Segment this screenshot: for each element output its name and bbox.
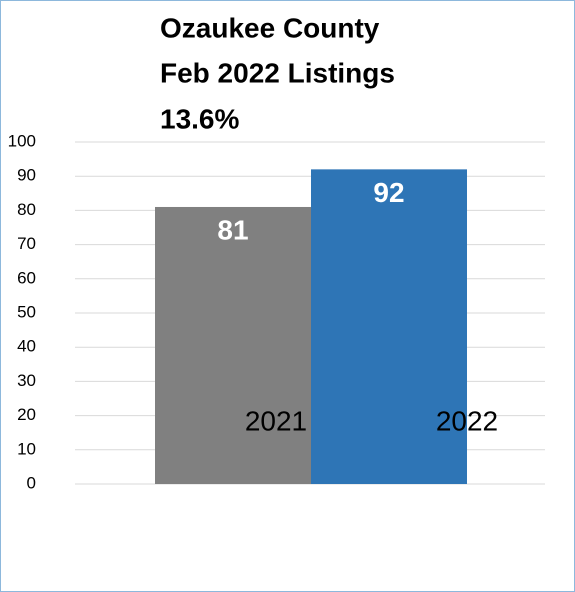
chart-title: Ozaukee County [160,12,380,43]
y-tick-label: 0 [27,473,36,492]
x-tick-label: 2021 [245,405,307,436]
y-tick-label: 70 [17,234,36,253]
y-tick-label: 30 [17,371,36,390]
chart-title: 13.6% [160,103,239,134]
y-tick-label: 40 [17,337,36,356]
data-label: 81 [217,214,248,245]
x-tick-label: 2022 [436,405,498,436]
chart-title: Feb 2022 Listings [160,57,395,88]
bar [155,206,311,485]
y-tick-label: 60 [17,268,36,287]
bar [311,169,467,485]
y-tick-label: 50 [17,302,36,321]
y-tick-label: 20 [17,405,36,424]
y-tick-label: 90 [17,166,36,185]
y-tick-label: 80 [17,200,36,219]
y-tick-label: 100 [8,131,36,150]
data-label: 92 [373,177,404,208]
y-tick-label: 10 [17,439,36,458]
